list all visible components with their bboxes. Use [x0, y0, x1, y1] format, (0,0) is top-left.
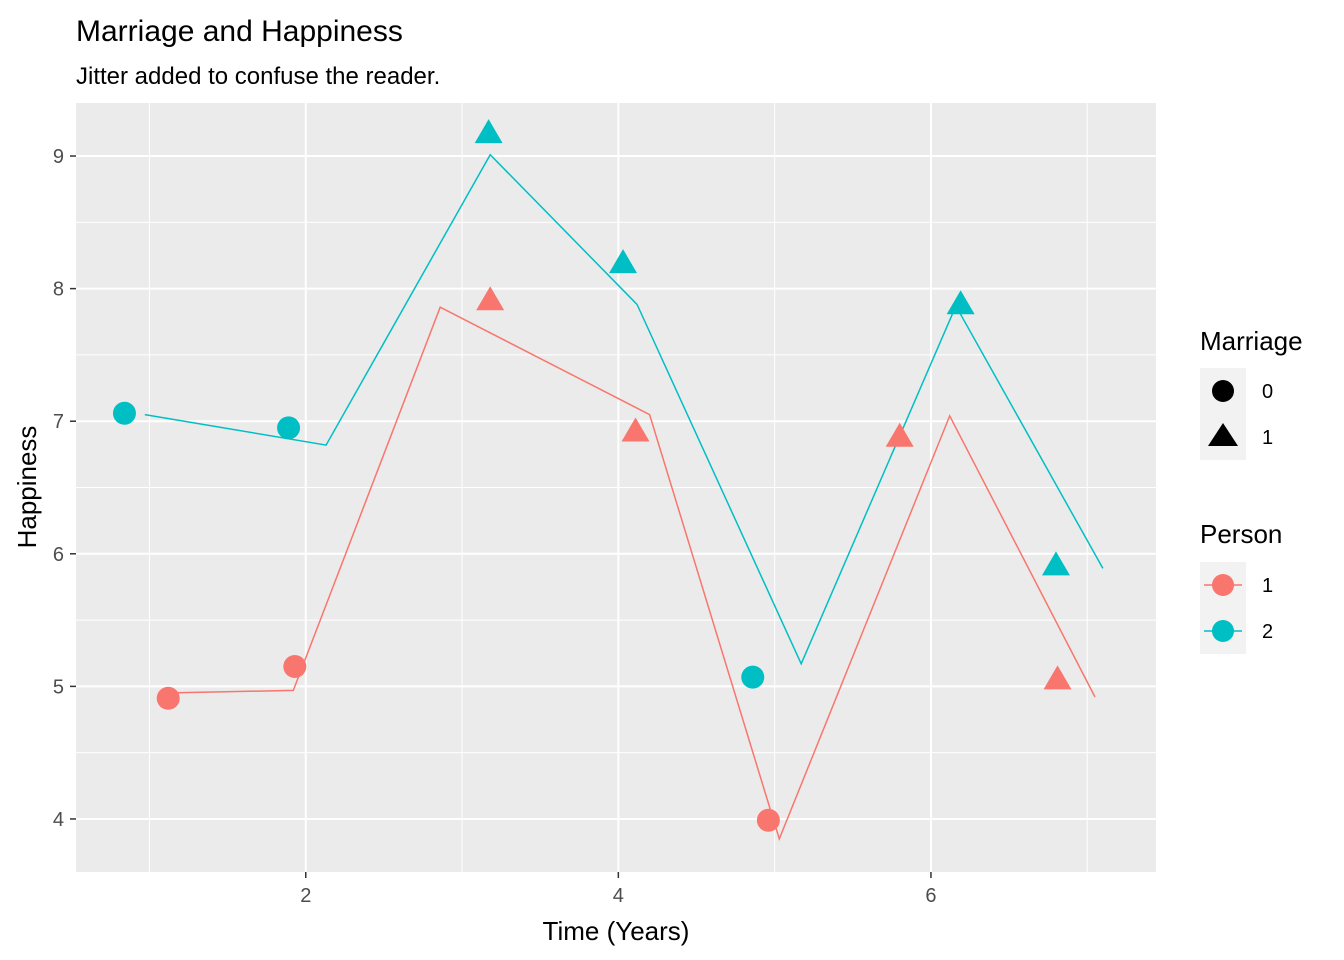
x-axis-title: Time (Years): [543, 916, 690, 946]
legend-marriage-1-triangle-icon: [1208, 423, 1238, 446]
legend-marriage-0-label: 0: [1262, 381, 1273, 403]
x-tick-label: 2: [300, 885, 311, 907]
plot-panel: [76, 103, 1156, 872]
legend-marriage-0-circle-icon: [1212, 380, 1234, 402]
data-point-person-1-unmarried: [156, 686, 180, 710]
y-tick-label: 5: [53, 676, 64, 698]
y-tick-label: 6: [53, 544, 64, 566]
y-tick-label: 7: [53, 411, 64, 433]
major-gridlines: [76, 103, 1156, 872]
data-point-person-1-married: [476, 286, 505, 311]
x-tick-label: 4: [613, 885, 624, 907]
data-point-person-1-married: [621, 417, 650, 442]
data-point-person-1-unmarried: [756, 808, 780, 832]
legend-person-title: Person: [1200, 519, 1282, 549]
legend-person-1-label: 1: [1262, 575, 1273, 597]
data-point-person-1-unmarried: [283, 654, 307, 678]
legend-person-2-label: 2: [1262, 621, 1273, 643]
y-axis-title: Happiness: [12, 426, 42, 549]
data-point-person-1-married: [1043, 665, 1072, 690]
x-axis: 2 4 6: [300, 872, 936, 907]
y-tick-label: 8: [53, 279, 64, 301]
data-point-person-2-married: [946, 290, 975, 315]
legend-marriage-title: Marriage: [1200, 326, 1303, 356]
legend-person-2-dot-icon: [1212, 620, 1234, 642]
series-line-person-1: [165, 306, 1096, 842]
data-point-person-2-married: [1041, 551, 1070, 576]
y-tick-label: 4: [53, 809, 64, 831]
y-axis: 4 5 6 7 8 9: [53, 146, 76, 831]
legend-person: Person 1 2: [1200, 519, 1282, 654]
data-point-person-2-married: [609, 249, 638, 274]
chart-subtitle: Jitter added to confuse the reader.: [76, 63, 440, 90]
minor-gridlines: [76, 103, 1156, 872]
data-point-person-1-married: [885, 422, 914, 447]
data-point-person-2-unmarried: [112, 401, 136, 425]
legend-person-1-dot-icon: [1212, 574, 1234, 596]
data-points: [112, 119, 1072, 832]
x-tick-label: 6: [925, 885, 936, 907]
legend-marriage-1-label: 1: [1262, 427, 1273, 449]
data-point-person-2-unmarried: [741, 665, 765, 689]
chart-title: Marriage and Happiness: [76, 15, 403, 48]
data-point-person-2-married: [474, 119, 503, 144]
y-tick-label: 9: [53, 146, 64, 168]
legend-marriage: Marriage 0 1: [1200, 326, 1303, 460]
data-point-person-2-unmarried: [277, 416, 301, 440]
